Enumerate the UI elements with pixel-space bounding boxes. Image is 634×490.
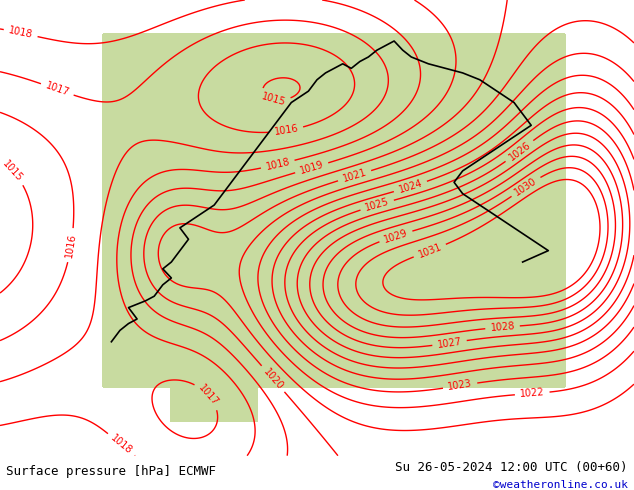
Text: 1016: 1016: [273, 123, 299, 137]
Text: 1019: 1019: [299, 160, 325, 176]
Text: 1017: 1017: [197, 383, 220, 408]
Text: 1017: 1017: [44, 81, 70, 98]
Text: 1025: 1025: [364, 196, 391, 213]
Text: 1020: 1020: [261, 367, 285, 392]
Text: 1018: 1018: [108, 433, 134, 456]
Text: 1018: 1018: [265, 157, 291, 172]
Text: 1023: 1023: [447, 379, 473, 392]
Text: 1015: 1015: [1, 159, 25, 184]
Text: 1031: 1031: [417, 242, 443, 260]
Text: 1028: 1028: [490, 321, 515, 333]
Text: 1024: 1024: [398, 178, 424, 195]
Text: 1015: 1015: [261, 91, 287, 107]
Text: 1022: 1022: [519, 388, 545, 399]
Text: Surface pressure [hPa] ECMWF: Surface pressure [hPa] ECMWF: [6, 465, 216, 478]
Text: 1029: 1029: [382, 227, 409, 245]
Text: 1018: 1018: [8, 25, 34, 40]
Text: 1016: 1016: [64, 232, 78, 258]
Text: ©weatheronline.co.uk: ©weatheronline.co.uk: [493, 480, 628, 490]
Text: 1021: 1021: [341, 167, 368, 184]
Text: 1030: 1030: [513, 176, 539, 197]
Text: Su 26-05-2024 12:00 UTC (00+60): Su 26-05-2024 12:00 UTC (00+60): [395, 461, 628, 474]
Text: 1026: 1026: [507, 140, 533, 163]
Text: 1027: 1027: [437, 336, 462, 350]
